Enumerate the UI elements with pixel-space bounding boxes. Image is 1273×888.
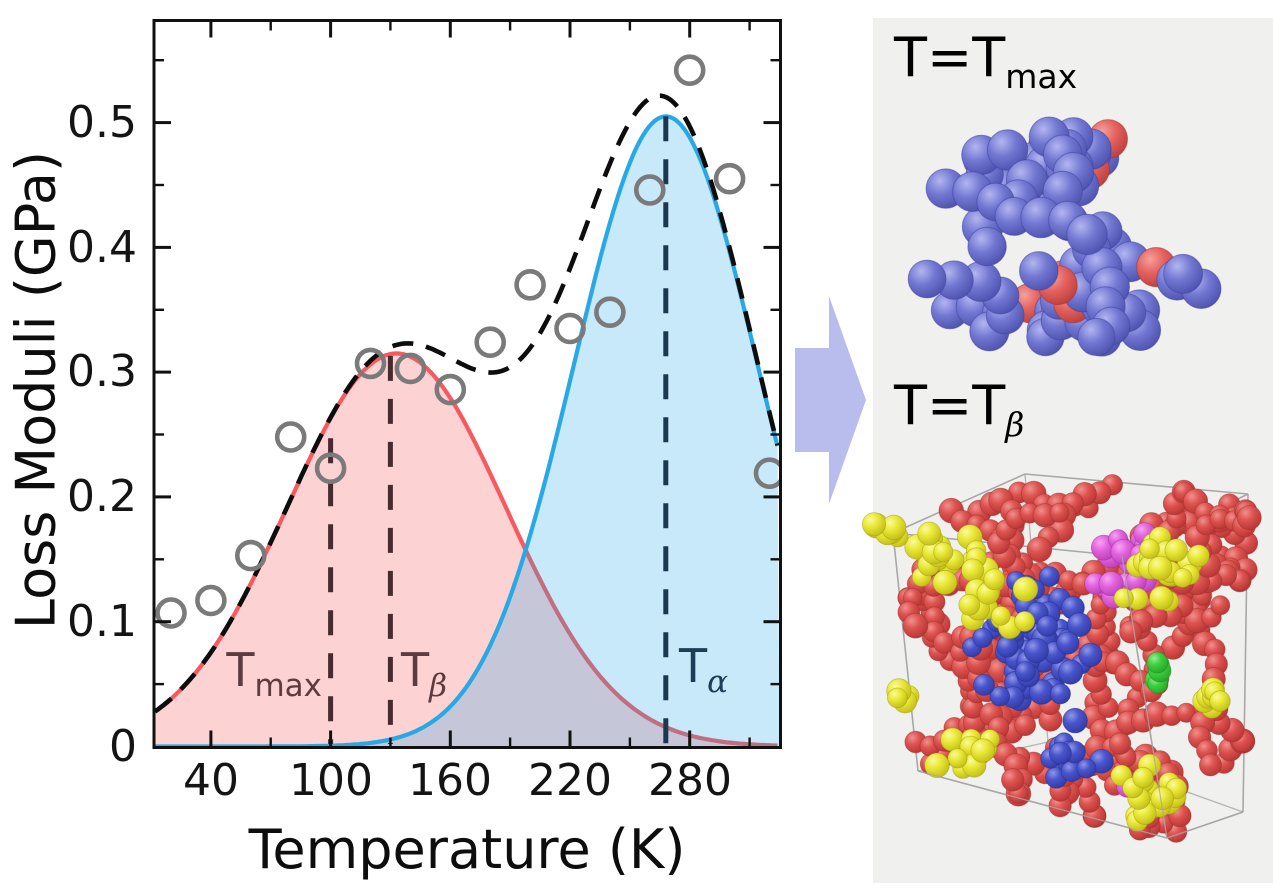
annotation-sub: max bbox=[254, 668, 322, 705]
block-arrow-shape bbox=[795, 296, 866, 504]
annotation-t-max: Tmax bbox=[172, 643, 322, 702]
annotation-t-alpha: Tα bbox=[679, 639, 728, 698]
y-tick-label: 0.1 bbox=[67, 596, 137, 647]
x-tick-label: 160 bbox=[408, 755, 492, 806]
y-tick-label: 0.4 bbox=[67, 222, 137, 273]
y-tick-label: 0.5 bbox=[67, 97, 137, 148]
molecular-cluster-snapshot bbox=[907, 116, 1222, 357]
x-tick-label: 220 bbox=[528, 755, 612, 806]
annotation-base: T bbox=[679, 639, 708, 693]
x-tick-label: 100 bbox=[289, 755, 373, 806]
y-tick-label: 0 bbox=[109, 721, 137, 772]
annotation-sub: β bbox=[429, 668, 448, 705]
snapshot-label-sub: β bbox=[1005, 404, 1025, 444]
loss-moduli-chart bbox=[152, 19, 782, 749]
y-tick-label: 0.3 bbox=[67, 346, 137, 397]
arrow-icon bbox=[795, 296, 866, 504]
annotation-t-beta: Tβ bbox=[401, 643, 447, 702]
annotation-sub: α bbox=[707, 664, 729, 701]
snapshot-label-base: T=T bbox=[894, 374, 1006, 437]
snapshot-label-tmax: T=Tmax bbox=[894, 26, 1077, 93]
snapshot-label-base: T=T bbox=[894, 26, 1006, 89]
simulation-box-snapshot bbox=[861, 473, 1262, 843]
snapshot-label-tbeta: T=Tβ bbox=[894, 374, 1024, 441]
annotation-base: T bbox=[401, 643, 430, 697]
x-axis-title: Temperature (K) bbox=[248, 818, 686, 881]
snapshot-label-sub: max bbox=[1005, 56, 1078, 96]
y-tick-label: 0.2 bbox=[67, 471, 137, 522]
x-tick-label: 280 bbox=[648, 755, 732, 806]
annotation-base: T bbox=[226, 643, 255, 697]
y-axis-title: Loss Moduli (GPa) bbox=[4, 150, 68, 630]
x-tick-label: 40 bbox=[183, 755, 239, 806]
